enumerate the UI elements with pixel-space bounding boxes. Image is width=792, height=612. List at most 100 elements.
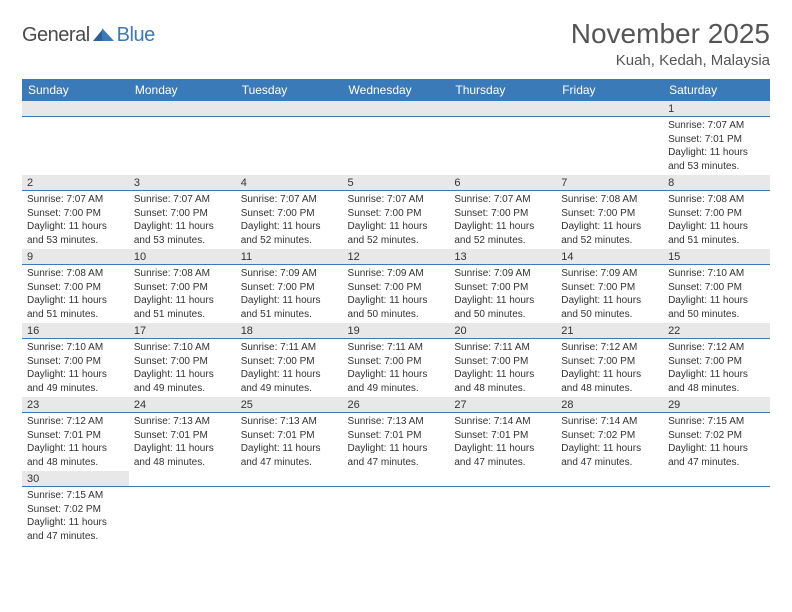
day-info-cell (129, 117, 236, 176)
day-info-cell: Sunrise: 7:11 AMSunset: 7:00 PMDaylight:… (343, 339, 450, 398)
day-number-cell: 7 (556, 175, 663, 191)
day-number-row: 2345678 (22, 175, 770, 191)
day-number-cell: 8 (663, 175, 770, 191)
day-info-cell: Sunrise: 7:12 AMSunset: 7:01 PMDaylight:… (22, 413, 129, 472)
day-number-cell: 21 (556, 323, 663, 339)
weekday-header: Sunday (22, 79, 129, 101)
day-number-cell: 6 (449, 175, 556, 191)
day-number-cell (663, 471, 770, 487)
day-info-cell (449, 487, 556, 546)
title-block: November 2025 Kuah, Kedah, Malaysia (571, 18, 770, 69)
logo-text-blue: Blue (117, 24, 155, 47)
day-info-cell (449, 117, 556, 176)
calendar-page: General Blue November 2025 Kuah, Kedah, … (0, 0, 792, 545)
day-info-cell (556, 487, 663, 546)
day-number-cell: 1 (663, 101, 770, 117)
day-info-cell (663, 487, 770, 546)
day-info-cell: Sunrise: 7:11 AMSunset: 7:00 PMDaylight:… (236, 339, 343, 398)
day-number-cell: 4 (236, 175, 343, 191)
day-info-row: Sunrise: 7:10 AMSunset: 7:00 PMDaylight:… (22, 339, 770, 398)
day-info-cell: Sunrise: 7:13 AMSunset: 7:01 PMDaylight:… (343, 413, 450, 472)
day-number-cell (449, 101, 556, 117)
day-number-cell: 28 (556, 397, 663, 413)
day-number-cell: 5 (343, 175, 450, 191)
day-number-row: 23242526272829 (22, 397, 770, 413)
day-number-cell: 11 (236, 249, 343, 265)
day-info-cell (22, 117, 129, 176)
day-info-cell: Sunrise: 7:07 AMSunset: 7:00 PMDaylight:… (22, 191, 129, 250)
day-info-cell (236, 487, 343, 546)
day-info-cell: Sunrise: 7:13 AMSunset: 7:01 PMDaylight:… (236, 413, 343, 472)
day-number-cell: 19 (343, 323, 450, 339)
day-number-cell: 13 (449, 249, 556, 265)
day-info-cell: Sunrise: 7:08 AMSunset: 7:00 PMDaylight:… (129, 265, 236, 324)
day-number-cell: 14 (556, 249, 663, 265)
day-number-cell (236, 101, 343, 117)
day-number-cell: 23 (22, 397, 129, 413)
day-info-row: Sunrise: 7:15 AMSunset: 7:02 PMDaylight:… (22, 487, 770, 546)
day-number-cell (129, 471, 236, 487)
day-number-cell: 27 (449, 397, 556, 413)
day-info-cell: Sunrise: 7:14 AMSunset: 7:01 PMDaylight:… (449, 413, 556, 472)
day-info-cell (236, 117, 343, 176)
day-number-cell (556, 471, 663, 487)
day-number-cell: 30 (22, 471, 129, 487)
day-number-cell (236, 471, 343, 487)
day-info-row: Sunrise: 7:07 AMSunset: 7:01 PMDaylight:… (22, 117, 770, 176)
day-info-cell: Sunrise: 7:07 AMSunset: 7:00 PMDaylight:… (129, 191, 236, 250)
day-info-cell: Sunrise: 7:07 AMSunset: 7:00 PMDaylight:… (449, 191, 556, 250)
day-info-cell (343, 117, 450, 176)
month-title: November 2025 (571, 18, 770, 50)
day-number-cell: 26 (343, 397, 450, 413)
day-info-cell (343, 487, 450, 546)
day-info-row: Sunrise: 7:07 AMSunset: 7:00 PMDaylight:… (22, 191, 770, 250)
day-number-cell: 15 (663, 249, 770, 265)
day-info-cell: Sunrise: 7:14 AMSunset: 7:02 PMDaylight:… (556, 413, 663, 472)
day-number-cell: 2 (22, 175, 129, 191)
day-info-cell: Sunrise: 7:12 AMSunset: 7:00 PMDaylight:… (556, 339, 663, 398)
day-info-cell: Sunrise: 7:12 AMSunset: 7:00 PMDaylight:… (663, 339, 770, 398)
calendar-body: 1Sunrise: 7:07 AMSunset: 7:01 PMDaylight… (22, 101, 770, 545)
logo-flag-icon (93, 27, 115, 43)
day-info-cell: Sunrise: 7:15 AMSunset: 7:02 PMDaylight:… (22, 487, 129, 546)
day-info-cell: Sunrise: 7:08 AMSunset: 7:00 PMDaylight:… (556, 191, 663, 250)
day-info-cell (129, 487, 236, 546)
day-number-row: 16171819202122 (22, 323, 770, 339)
day-number-cell: 20 (449, 323, 556, 339)
day-info-cell: Sunrise: 7:08 AMSunset: 7:00 PMDaylight:… (663, 191, 770, 250)
day-number-cell: 10 (129, 249, 236, 265)
day-number-cell: 25 (236, 397, 343, 413)
weekday-header: Saturday (663, 79, 770, 101)
day-info-cell: Sunrise: 7:09 AMSunset: 7:00 PMDaylight:… (449, 265, 556, 324)
day-number-cell: 29 (663, 397, 770, 413)
day-number-cell: 17 (129, 323, 236, 339)
day-number-cell (556, 101, 663, 117)
header: General Blue November 2025 Kuah, Kedah, … (22, 18, 770, 69)
day-number-row: 1 (22, 101, 770, 117)
weekday-header: Thursday (449, 79, 556, 101)
day-number-cell (449, 471, 556, 487)
day-info-cell: Sunrise: 7:09 AMSunset: 7:00 PMDaylight:… (556, 265, 663, 324)
day-info-cell: Sunrise: 7:08 AMSunset: 7:00 PMDaylight:… (22, 265, 129, 324)
weekday-header-row: Sunday Monday Tuesday Wednesday Thursday… (22, 79, 770, 101)
day-info-cell: Sunrise: 7:10 AMSunset: 7:00 PMDaylight:… (22, 339, 129, 398)
day-info-cell: Sunrise: 7:15 AMSunset: 7:02 PMDaylight:… (663, 413, 770, 472)
day-info-cell: Sunrise: 7:09 AMSunset: 7:00 PMDaylight:… (236, 265, 343, 324)
day-number-cell: 12 (343, 249, 450, 265)
day-info-cell: Sunrise: 7:09 AMSunset: 7:00 PMDaylight:… (343, 265, 450, 324)
day-info-cell: Sunrise: 7:10 AMSunset: 7:00 PMDaylight:… (129, 339, 236, 398)
day-number-cell: 24 (129, 397, 236, 413)
day-number-cell (343, 101, 450, 117)
calendar-table: Sunday Monday Tuesday Wednesday Thursday… (22, 79, 770, 545)
day-number-cell (22, 101, 129, 117)
day-number-cell: 3 (129, 175, 236, 191)
day-number-cell (343, 471, 450, 487)
day-info-cell: Sunrise: 7:11 AMSunset: 7:00 PMDaylight:… (449, 339, 556, 398)
day-number-row: 9101112131415 (22, 249, 770, 265)
weekday-header: Monday (129, 79, 236, 101)
location: Kuah, Kedah, Malaysia (571, 52, 770, 69)
day-info-cell: Sunrise: 7:10 AMSunset: 7:00 PMDaylight:… (663, 265, 770, 324)
day-info-cell (556, 117, 663, 176)
day-number-row: 30 (22, 471, 770, 487)
day-number-cell: 22 (663, 323, 770, 339)
